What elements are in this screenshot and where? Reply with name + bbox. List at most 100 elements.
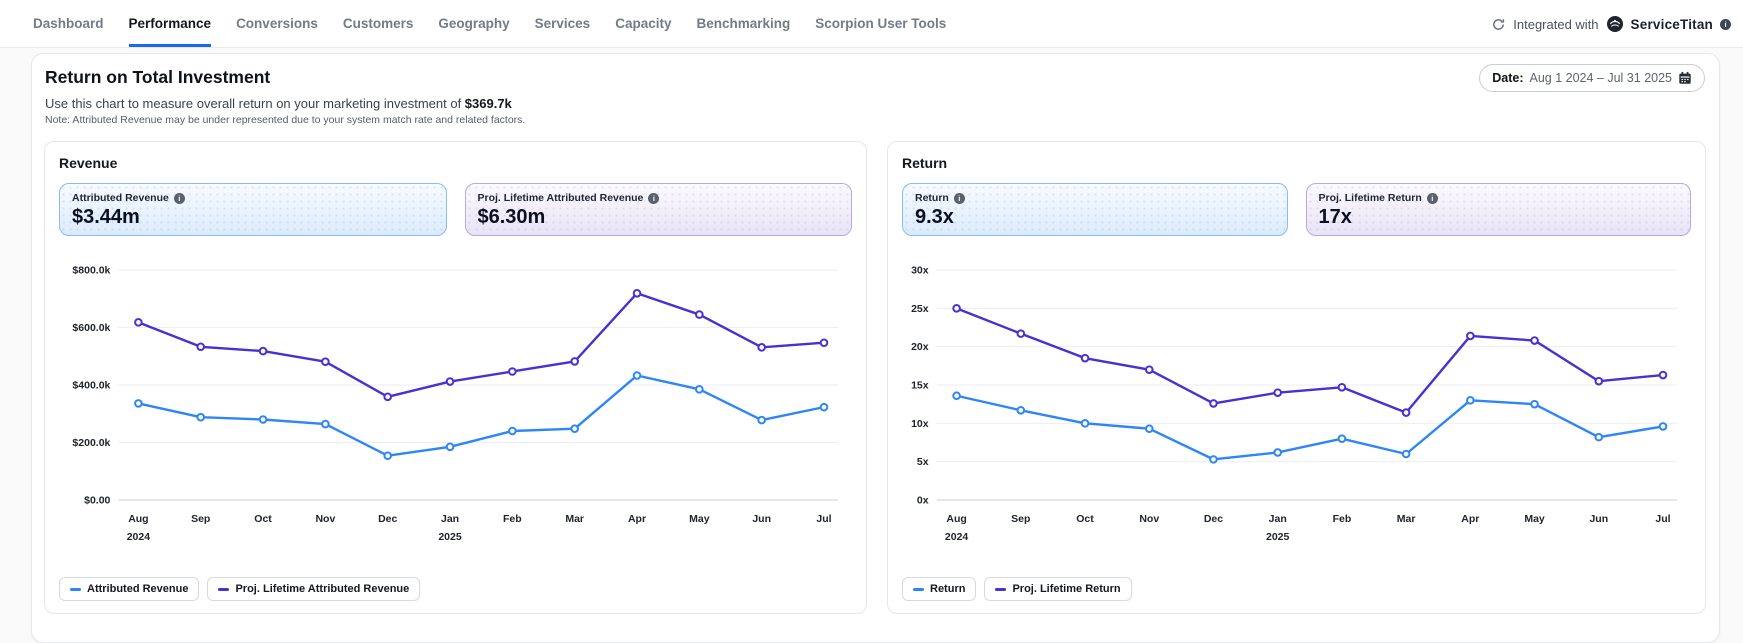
svg-text:2025: 2025 [1266,531,1290,543]
tab-benchmarking[interactable]: Benchmarking [696,16,791,31]
svg-text:$800.0k: $800.0k [72,265,110,277]
svg-text:2024: 2024 [945,531,969,543]
svg-text:Jul: Jul [1655,513,1670,525]
date-label: Date: [1492,71,1524,85]
svg-text:$200.0k: $200.0k [72,437,110,449]
legend-proj-lifetime-return[interactable]: Proj. Lifetime Return [984,577,1132,601]
page-note: Note: Attributed Revenue may be under re… [45,114,526,126]
revenue-stats: Attributed Revenue $3.44m Proj. Lifetime… [59,183,852,236]
svg-text:Apr: Apr [1461,513,1479,525]
svg-text:Jul: Jul [816,513,831,525]
investment-amount: $369.7k [464,96,512,111]
svg-text:$0.00: $0.00 [84,495,110,507]
page-title: Return on Total Investment [45,67,271,87]
panel-header: Return on Total Investment Use this char… [32,54,1719,126]
proj-lifetime-return-stat: Proj. Lifetime Return 17x [1305,183,1691,236]
proj-lifetime-attributed-revenue-value: $6.30m [477,206,546,228]
svg-text:Jan: Jan [1269,513,1287,525]
return-line-chart: 30x 25x 20x 15x 10x 5x 0x Aug 2024 Sep Oct Nov Dec Ja… [911,265,1677,543]
legend-attributed-revenue[interactable]: Attributed Revenue [59,577,200,601]
servicetitan-logo-icon [1606,15,1624,33]
purple-series-dash-icon [218,587,230,591]
attributed-revenue-label: Attributed Revenue [72,192,169,204]
legend-return[interactable]: Return [902,577,977,601]
main-panel: Return on Total Investment Use this char… [31,53,1720,643]
svg-text:Dec: Dec [1204,513,1223,525]
tab-scorpion-user-tools[interactable]: Scorpion User Tools [815,16,947,31]
return-value: 9.3x [915,206,954,228]
attributed-revenue-info-icon[interactable] [173,192,185,204]
svg-text:Apr: Apr [628,513,646,525]
svg-text:10x: 10x [911,418,929,430]
return-label: Return [915,192,949,204]
svg-text:2024: 2024 [127,531,151,543]
proj-lifetime-attributed-revenue-info-icon[interactable] [648,192,660,204]
svg-text:0x: 0x [917,495,929,507]
revenue-legend: Attributed Revenue Proj. Lifetime Attrib… [59,577,852,601]
integration-status: Integrated with ServiceTitan [1491,0,1731,48]
return-stat: Return 9.3x [902,183,1288,236]
attributed-revenue-stat: Attributed Revenue $3.44m [59,183,447,236]
svg-text:Oct: Oct [254,513,272,525]
svg-text:May: May [1524,513,1545,525]
tab-capacity[interactable]: Capacity [615,16,672,31]
svg-text:20x: 20x [911,341,929,353]
svg-text:$600.0k: $600.0k [72,322,110,334]
tab-customers[interactable]: Customers [342,16,414,31]
svg-text:Jun: Jun [1589,513,1608,525]
attributed-revenue-value: $3.44m [72,206,140,228]
return-info-icon[interactable] [953,192,965,204]
svg-text:Sep: Sep [191,513,210,525]
proj-lifetime-return-info-icon[interactable] [1426,192,1438,204]
integrated-with-label: Integrated with [1513,16,1599,32]
svg-text:Jan: Jan [441,513,459,525]
purple-series-dash-icon [995,587,1007,591]
svg-text:Dec: Dec [378,513,397,525]
revenue-card-title: Revenue [59,155,118,171]
return-stats: Return 9.3x Proj. Lifetime Return 17x [902,183,1691,236]
svg-text:Mar: Mar [1397,513,1416,525]
svg-text:25x: 25x [911,303,929,315]
tab-services[interactable]: Services [534,16,591,31]
integration-info-icon[interactable] [1720,18,1731,30]
legend-proj-lifetime-attributed-revenue[interactable]: Proj. Lifetime Attributed Revenue [207,577,421,601]
tab-geography[interactable]: Geography [438,16,510,31]
refresh-icon[interactable] [1491,17,1506,32]
tab-conversions[interactable]: Conversions [236,16,318,31]
svg-text:Nov: Nov [315,513,335,525]
nav-tabs: Dashboard Performance Conversions Custom… [0,0,946,47]
svg-text:Aug: Aug [128,513,148,525]
svg-text:30x: 30x [911,265,929,277]
svg-text:Mar: Mar [565,513,584,525]
svg-text:Nov: Nov [1139,513,1159,525]
proj-lifetime-attributed-revenue-stat: Proj. Lifetime Attributed Revenue $6.30m [464,183,852,236]
revenue-card: Revenue Attributed Revenue $3.44m Proj. … [44,141,867,614]
revenue-line-chart: $800.0k $600.0k $400.0k $200.0k $0.00 Aug 2024… [72,265,838,543]
return-card-title: Return [902,155,948,171]
svg-text:Oct: Oct [1076,513,1094,525]
calendar-icon [1678,71,1692,85]
proj-lifetime-return-label: Proj. Lifetime Return [1318,192,1422,204]
proj-lifetime-attributed-revenue-label: Proj. Lifetime Attributed Revenue [477,192,644,204]
return-card: Return Return 9.3x Proj. Lifetime Return… [887,141,1706,614]
svg-text:Jun: Jun [752,513,771,525]
return-legend: Return Proj. Lifetime Return [902,577,1691,601]
blue-series-dash-icon [913,587,924,591]
svg-text:Feb: Feb [503,513,522,525]
date-range-value: Aug 1 2024 – Jul 31 2025 [1529,71,1672,85]
svg-text:May: May [689,513,710,525]
svg-text:Aug: Aug [946,513,966,525]
top-nav: Dashboard Performance Conversions Custom… [0,0,1743,48]
svg-text:$400.0k: $400.0k [72,380,110,392]
svg-text:5x: 5x [917,456,929,468]
page-subtitle: Use this chart to measure overall return… [45,96,512,111]
svg-text:15x: 15x [911,380,929,392]
blue-series-dash-icon [70,587,81,591]
tab-performance[interactable]: Performance [129,0,212,47]
proj-lifetime-return-value: 17x [1318,206,1352,228]
date-range-button[interactable]: Date: Aug 1 2024 – Jul 31 2025 [1479,64,1705,92]
svg-text:2025: 2025 [438,531,462,543]
tab-dashboard[interactable]: Dashboard [33,16,104,31]
servicetitan-wordmark: ServiceTitan [1630,16,1713,32]
svg-text:Feb: Feb [1333,513,1352,525]
